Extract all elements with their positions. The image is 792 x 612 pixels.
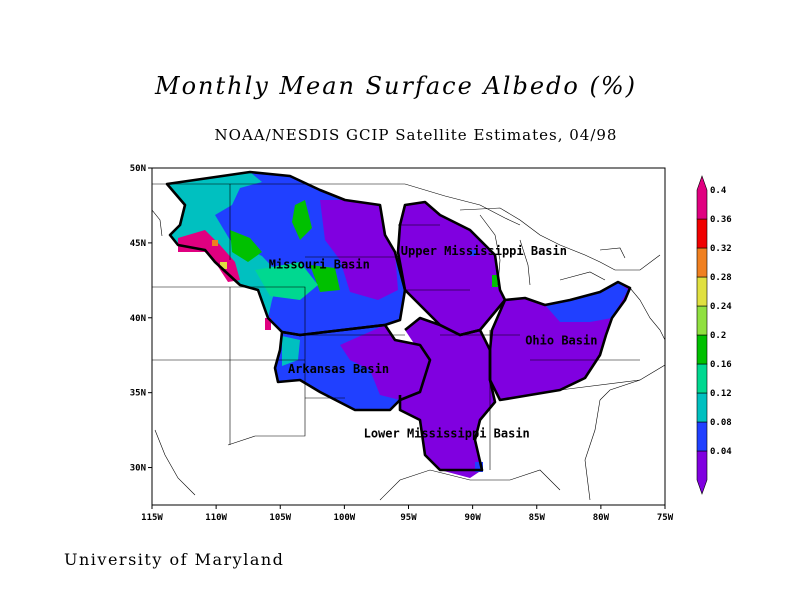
colorbar-segment (696, 363, 708, 394)
colorbar-label: 0.12 (710, 389, 732, 399)
lower-miss-blue (475, 462, 483, 472)
colorbar-label: 0.04 (710, 447, 732, 457)
colorbar-label: 0.16 (710, 360, 732, 370)
lat-tick-label: 35N (130, 389, 146, 399)
missouri-teal (255, 262, 318, 300)
gulf-coast (379, 364, 665, 501)
upper-miss-green (492, 275, 498, 287)
colorbar-label: 0.08 (710, 418, 732, 428)
colorbar-label: 0.2 (710, 331, 726, 341)
coastline-west (152, 209, 196, 496)
arkansas-cyan (282, 336, 300, 366)
colorbar-label: 0.32 (710, 244, 732, 254)
lat-tick-label: 40N (130, 314, 146, 324)
lon-tick-label: 85W (529, 513, 546, 523)
colorbar-label: 0.24 (710, 302, 732, 312)
magenta-cell (265, 318, 271, 330)
lat-axis: 30N 35N 40N 45N 50N (130, 164, 152, 474)
colorbar: 0.04 0.08 0.12 0.16 0.2 0.24 0.28 0.32 0.36 0.4 (696, 175, 732, 495)
colorbar-segment (696, 392, 708, 423)
upper-miss-boundary (396, 200, 507, 337)
lon-axis: 115W 110W 105W 100W 95W 90W 85W 80W 75W (141, 505, 674, 523)
missouri-violet (320, 200, 398, 300)
colorbar-segment (696, 247, 708, 278)
state-lines (152, 184, 641, 470)
lon-tick-label: 100W (334, 513, 356, 523)
footer-credit: University of Maryland (64, 550, 285, 569)
upper-miss-blue (470, 250, 476, 256)
basin-label: Lower Mississippi Basin (364, 427, 530, 441)
lon-tick-label: 95W (400, 513, 417, 523)
basin-boundaries (165, 170, 632, 472)
basin-label: Missouri Basin (269, 257, 370, 271)
colorbar-label: 0.36 (710, 215, 732, 225)
lat-tick-label: 50N (130, 164, 146, 174)
lat-tick-label: 30N (130, 464, 146, 474)
basin-label: Upper Mississippi Basin (401, 244, 567, 258)
yellow-cell (220, 262, 227, 269)
colorbar-segment (696, 175, 708, 220)
upper-miss-field (398, 202, 505, 335)
colorbar-segment (696, 450, 708, 495)
lon-tick-label: 75W (657, 513, 674, 523)
colorbar-label: 0.28 (710, 273, 732, 283)
colorbar-segment (696, 334, 708, 365)
lower-miss-boundary (398, 316, 497, 472)
lat-tick-label: 45N (130, 239, 146, 249)
colorbar-segment (696, 305, 708, 336)
orange-cell (212, 240, 218, 246)
map-subtitle: NOAA/NESDIS GCIP Satellite Estimates, 04… (214, 126, 618, 144)
lon-tick-label: 90W (464, 513, 481, 523)
atlantic-coast (584, 287, 665, 501)
basin-labels: Missouri Basin Upper Mississippi Basin Ohi… (269, 244, 598, 441)
lon-tick-label: 115W (141, 513, 163, 523)
missouri-green (230, 230, 262, 262)
lon-tick-label: 105W (269, 513, 291, 523)
colorbar-label: 0.4 (710, 186, 727, 196)
lower-miss-field (400, 318, 495, 478)
albedo-field (167, 172, 630, 478)
colorbar-segment (696, 421, 708, 452)
lon-tick-label: 110W (205, 513, 227, 523)
basin-label: Ohio Basin (525, 334, 597, 348)
colorbar-segment (696, 218, 708, 249)
colorbar-segment (696, 276, 708, 307)
great-lakes (459, 207, 661, 286)
basin-label: Arkansas Basin (288, 362, 389, 376)
map-title: Monthly Mean Surface Albedo (%) (155, 72, 637, 100)
missouri-cyan (167, 172, 280, 318)
ohio-blue (545, 282, 628, 322)
arkansas-boundary (273, 323, 432, 412)
missouri-green-2 (292, 200, 312, 240)
lon-tick-label: 80W (593, 513, 610, 523)
